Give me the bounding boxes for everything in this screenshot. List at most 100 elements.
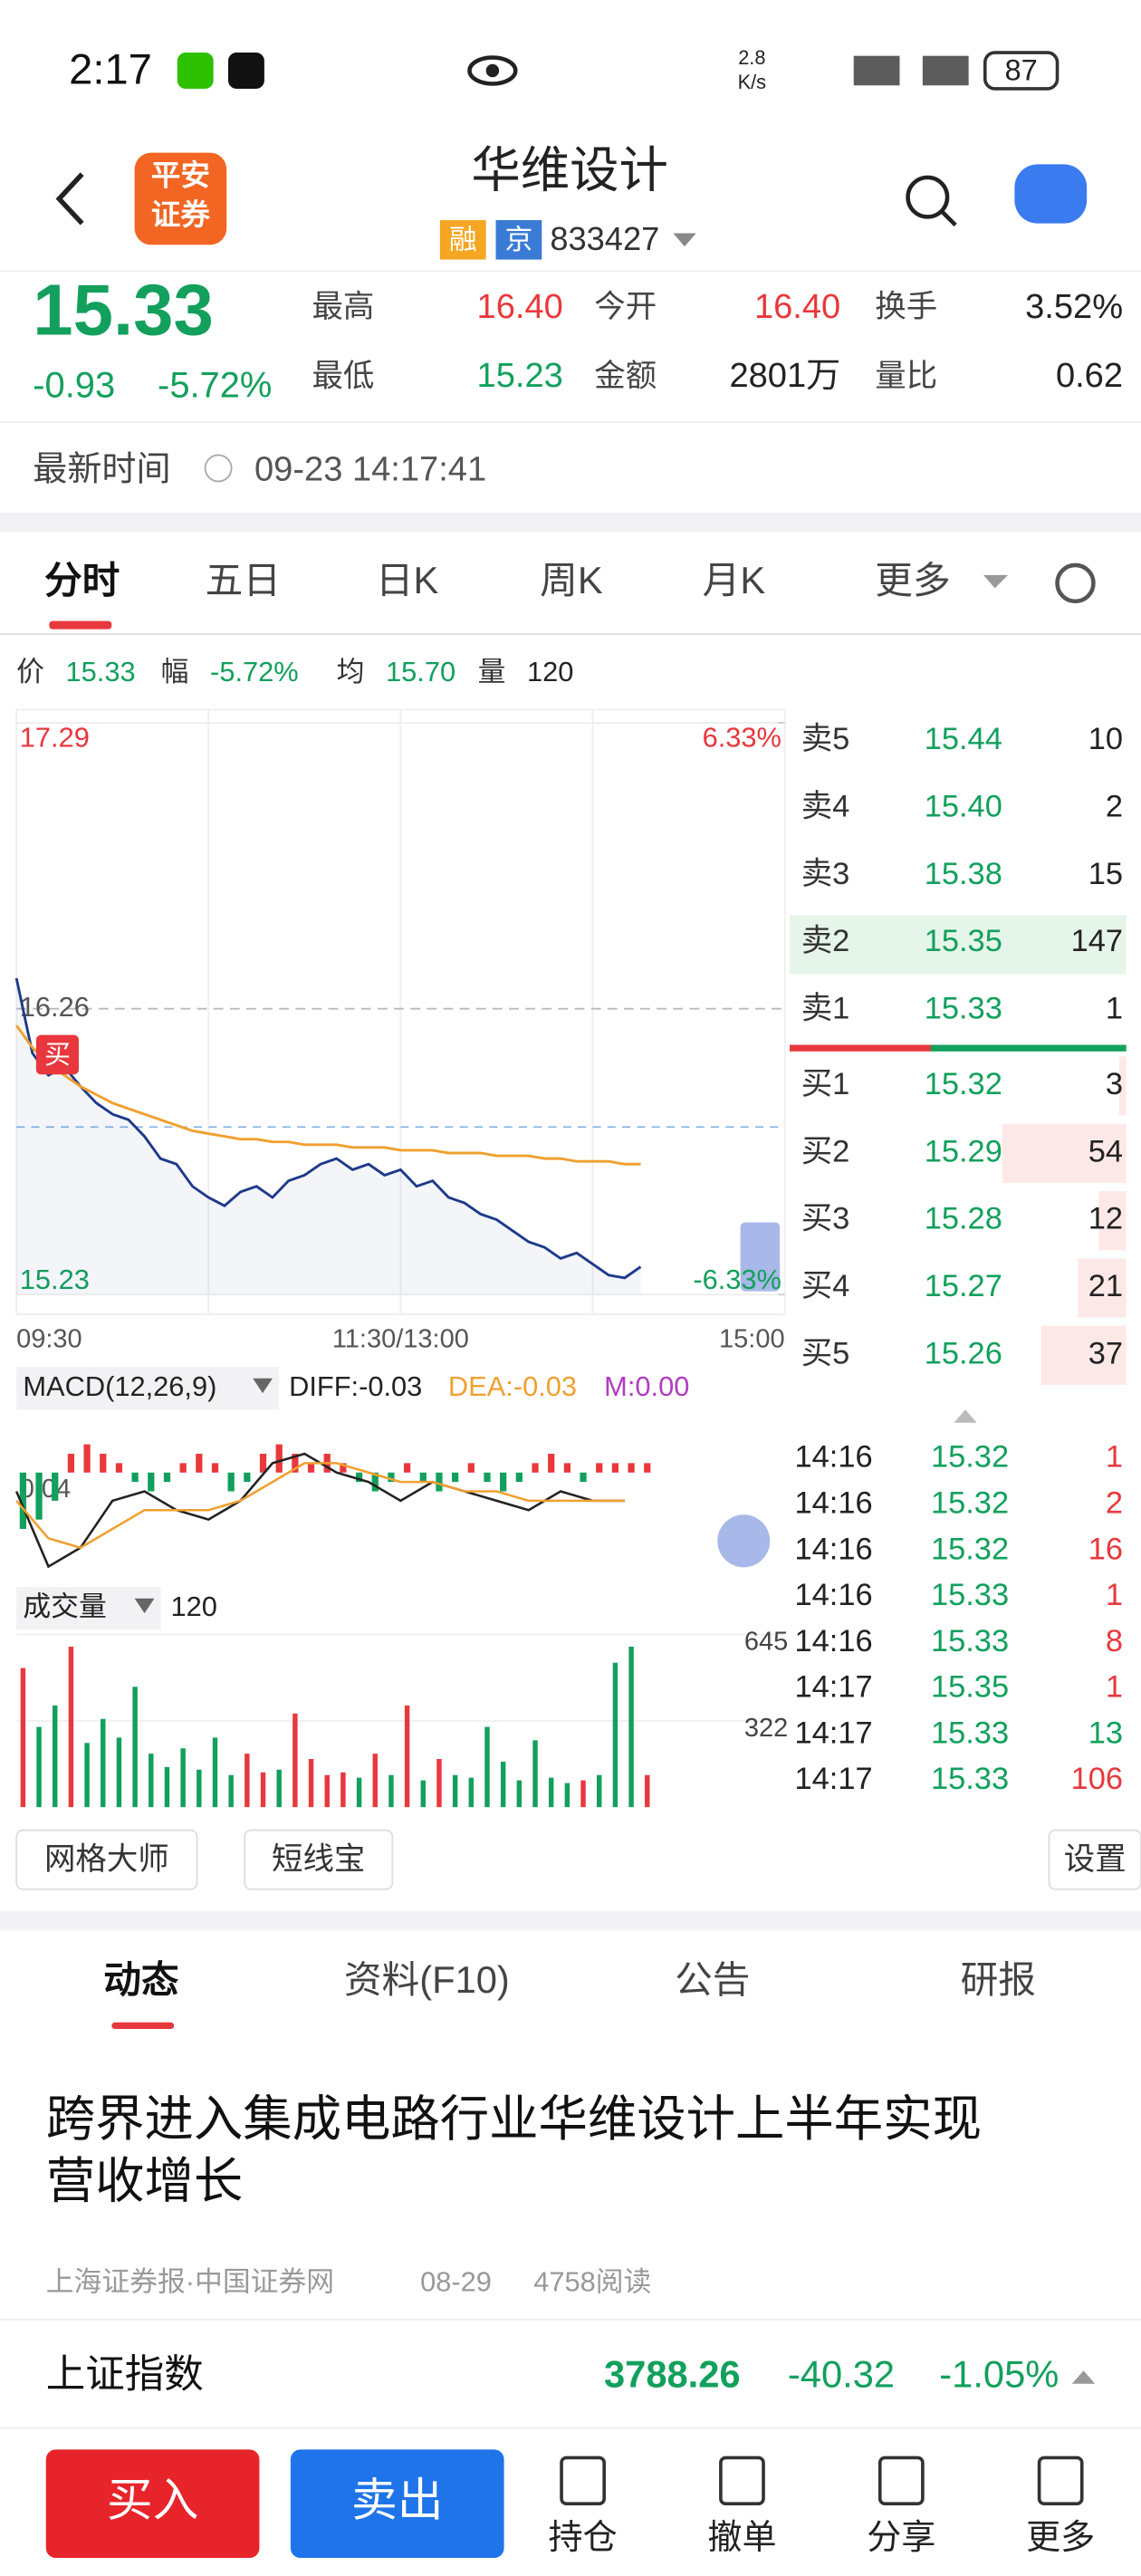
- y-tick-label: 17.29: [20, 721, 90, 753]
- news-title[interactable]: 跨界进入集成电路行业华维设计上半年实现: [46, 2091, 982, 2147]
- macd-bar: [611, 1463, 619, 1473]
- macd-bar: [563, 1463, 570, 1473]
- volume-bar: [164, 1766, 170, 1808]
- volume-bar: [340, 1772, 346, 1808]
- volume-bar: [101, 1718, 106, 1808]
- chart-tab[interactable]: 月K: [703, 559, 766, 601]
- chart-tab[interactable]: 分时: [44, 559, 120, 601]
- expand-button[interactable]: [740, 1222, 781, 1292]
- ask-volume: 2: [1106, 789, 1123, 823]
- chart-tab[interactable]: 五日: [206, 559, 281, 601]
- stat-value: 15.23: [477, 357, 563, 395]
- volume-bar: [580, 1780, 586, 1808]
- tool-button[interactable]: [1048, 1829, 1141, 1890]
- stat-label: 最低: [312, 359, 374, 393]
- nav-icon[interactable]: [719, 2456, 765, 2506]
- buy-label[interactable]: 买入: [107, 2475, 199, 2526]
- sell-button[interactable]: [290, 2449, 504, 2559]
- macd-bar: [131, 1472, 139, 1483]
- expand-arrow: [1071, 2370, 1096, 2384]
- nav-label[interactable]: 撤单: [707, 2518, 776, 2557]
- search-button[interactable]: [906, 175, 950, 219]
- signal-icon: [853, 55, 900, 86]
- trade-price: 15.35: [931, 1670, 1009, 1705]
- news-tab[interactable]: 资料(F10): [344, 1958, 510, 2001]
- broker-logo: [134, 152, 227, 245]
- trade-volume: 8: [1106, 1624, 1123, 1658]
- macd-label: MACD(12,26,9): [23, 1370, 216, 1402]
- y-tick-label: 645: [744, 1627, 788, 1656]
- tab-underline: [111, 2022, 175, 2030]
- chart-tab[interactable]: 周K: [540, 559, 603, 601]
- buy-button[interactable]: [45, 2449, 260, 2559]
- y-tick-label: 15.23: [20, 1264, 90, 1295]
- gap: [0, 1910, 1141, 1931]
- back-button[interactable]: [55, 172, 84, 226]
- ask-label: 卖1: [801, 992, 850, 1026]
- wechat-icon: [177, 53, 214, 89]
- macd-bar: [532, 1463, 539, 1473]
- volume-bar: [212, 1737, 218, 1808]
- news-tab[interactable]: 动态: [103, 1958, 179, 2001]
- volume-bar: [276, 1769, 282, 1808]
- dropdown-arrow: [253, 1378, 273, 1394]
- news-tab[interactable]: 研报: [961, 1958, 1036, 2001]
- settings-button[interactable]: [1055, 562, 1096, 604]
- macd-bar: [580, 1472, 587, 1483]
- info-icon: [204, 454, 233, 483]
- nav-icon[interactable]: [560, 2456, 606, 2506]
- info-label: 价: [16, 656, 44, 687]
- trade-volume: 2: [1106, 1486, 1123, 1521]
- nav-icon[interactable]: [1037, 2456, 1084, 2506]
- ask-label: 卖4: [801, 789, 850, 823]
- macd-selector[interactable]: [16, 1367, 280, 1410]
- chart-tab[interactable]: 更多: [875, 559, 950, 601]
- volume-bar: [149, 1754, 154, 1808]
- news-tab[interactable]: 公告: [675, 1958, 750, 2001]
- volume-bar: [597, 1774, 602, 1808]
- nav-icon[interactable]: [877, 2456, 925, 2506]
- macd-bar: [371, 1472, 379, 1492]
- volume-bar: [420, 1780, 427, 1808]
- chart-tab[interactable]: 日K: [376, 559, 439, 601]
- buy-marker: [35, 1034, 80, 1075]
- macd-bar: [83, 1444, 91, 1473]
- nav-label[interactable]: 更多: [1026, 2518, 1095, 2557]
- tag-badge: [495, 220, 542, 260]
- bid-price: 15.27: [925, 1269, 1002, 1303]
- trade-volume: 106: [1071, 1762, 1123, 1796]
- info-value: 15.33: [66, 656, 136, 687]
- stock-title: 华维设计: [471, 143, 668, 198]
- tool-label[interactable]: 设置: [1064, 1842, 1127, 1877]
- macd-bar: [52, 1472, 59, 1501]
- y2-tick-label: 6.33%: [703, 721, 781, 753]
- y-tick-label: 16.26: [20, 991, 90, 1023]
- macd-bar: [644, 1463, 651, 1473]
- battery: [983, 51, 1060, 91]
- bid-volume: 54: [1088, 1134, 1123, 1168]
- ask-volume: 15: [1088, 857, 1123, 891]
- signal-icon: [922, 55, 969, 86]
- volume-bar: [404, 1705, 410, 1808]
- nav-label[interactable]: 分享: [867, 2518, 935, 2557]
- nav-label[interactable]: 持仓: [549, 2519, 618, 2557]
- volume-selector[interactable]: [16, 1587, 161, 1630]
- trade-time: 14:17: [794, 1670, 872, 1705]
- trade-price: 15.33: [931, 1624, 1009, 1658]
- bid-volume-bar: [1078, 1258, 1127, 1318]
- news-title[interactable]: 营收增长: [46, 2154, 244, 2209]
- tool-button[interactable]: [15, 1829, 198, 1890]
- fullscreen-button[interactable]: [717, 1514, 771, 1568]
- tool-button[interactable]: [244, 1829, 394, 1890]
- tool-label[interactable]: 网格大师: [44, 1842, 169, 1877]
- volume-bar: [244, 1754, 250, 1808]
- trade-price: 15.33: [931, 1762, 1009, 1796]
- trade-time: 14:16: [794, 1624, 872, 1658]
- macd-bar: [67, 1453, 75, 1473]
- trade-volume: 13: [1088, 1716, 1123, 1750]
- tool-label[interactable]: 短线宝: [272, 1842, 365, 1877]
- sell-label[interactable]: 卖出: [351, 2475, 444, 2526]
- assistant-button[interactable]: [1014, 164, 1088, 224]
